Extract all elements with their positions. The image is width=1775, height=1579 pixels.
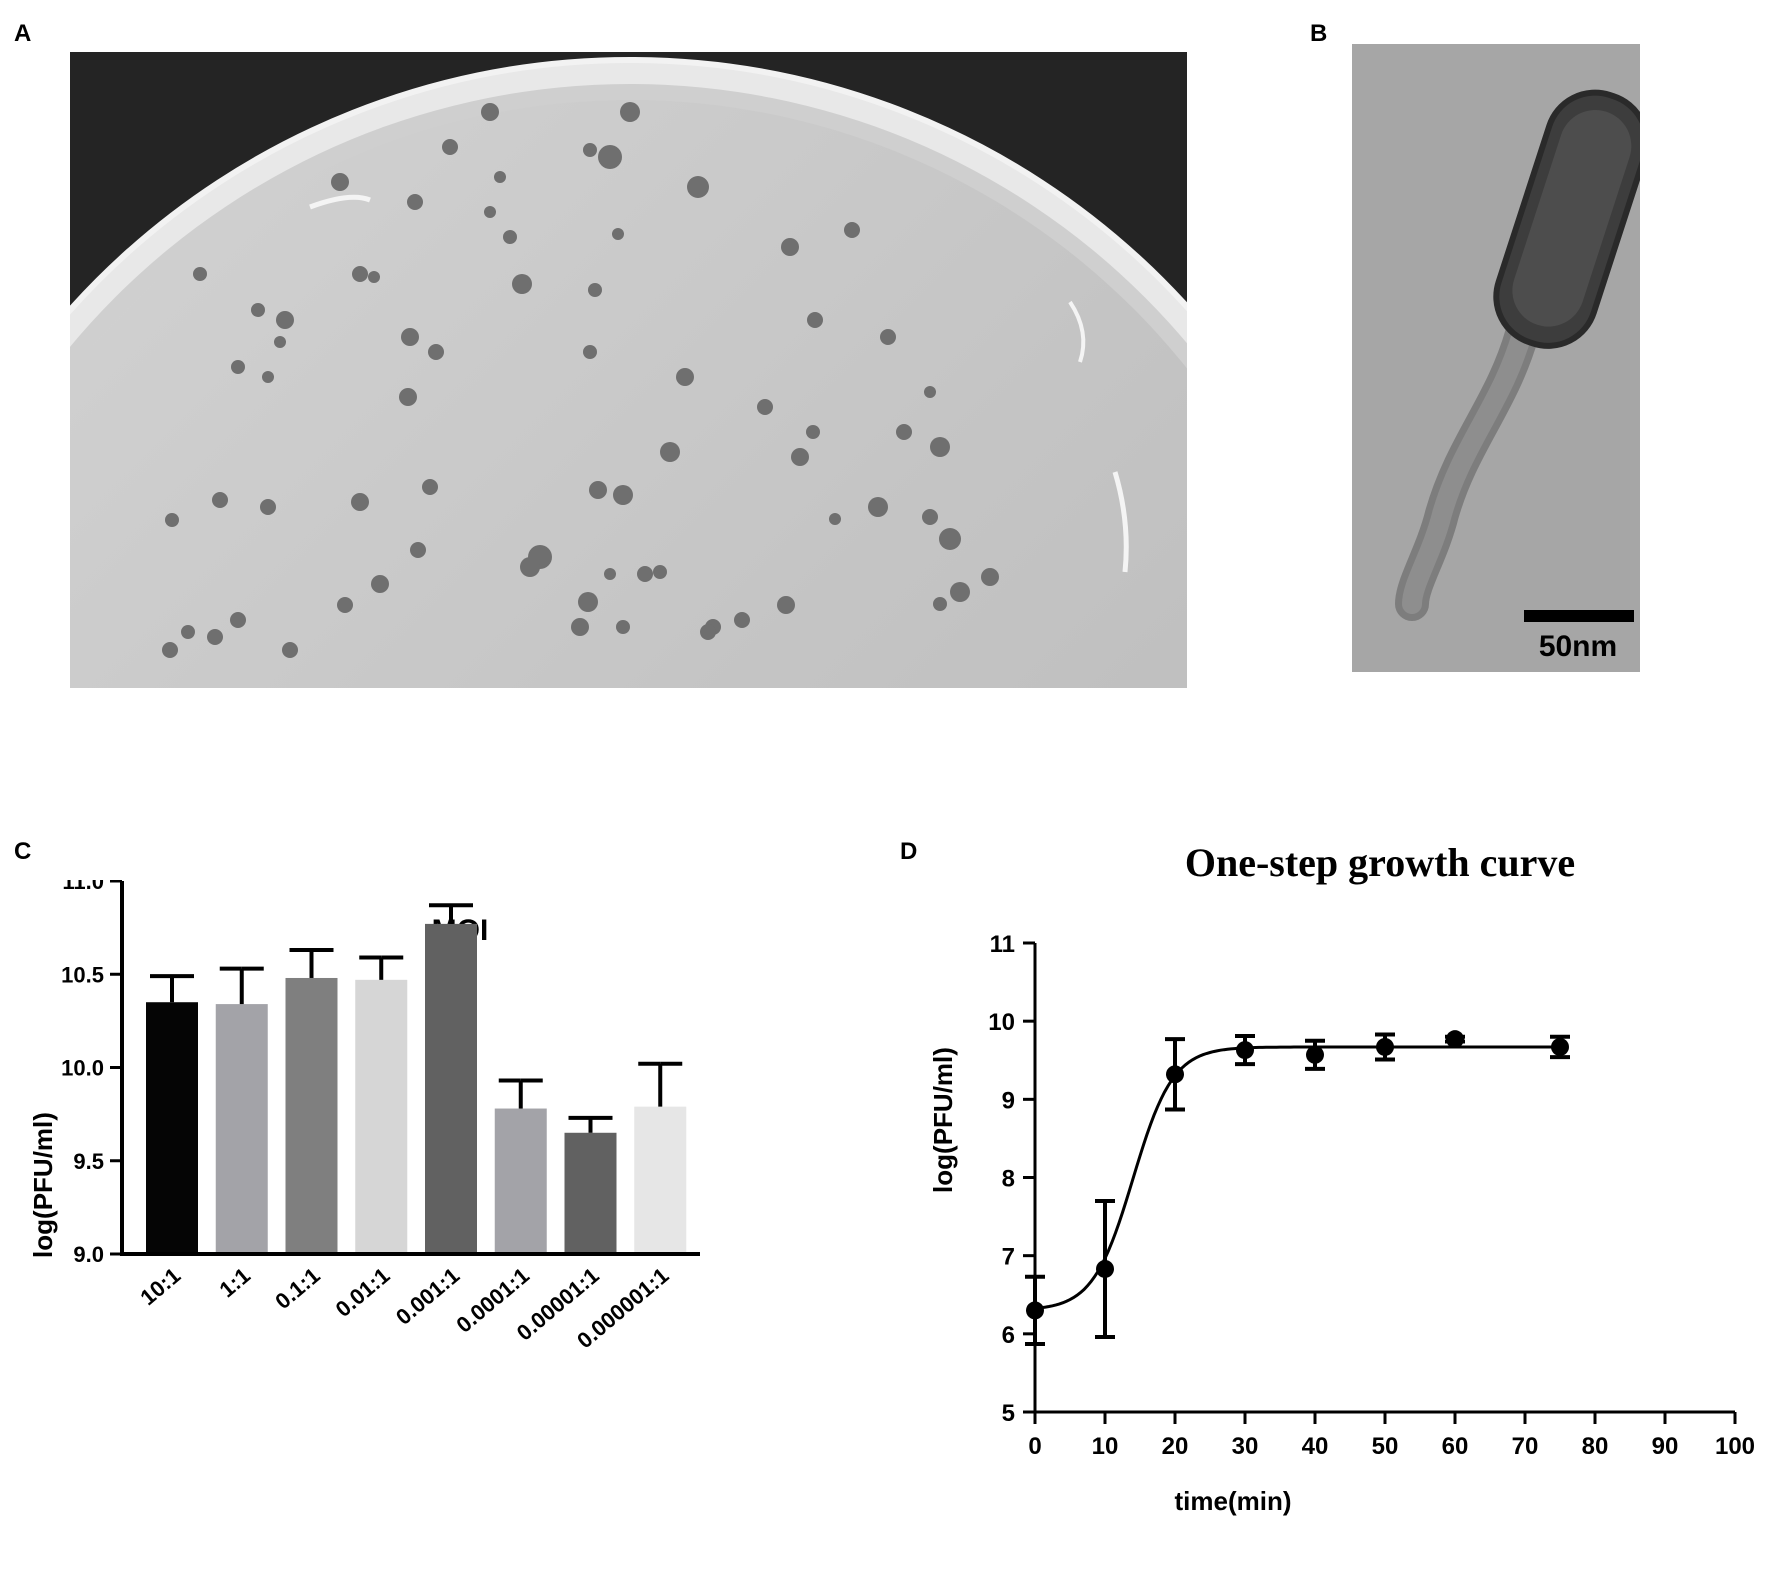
bar-4 — [425, 923, 477, 1254]
x-tick-label: 10:1 — [135, 1263, 185, 1310]
y-tick-label: 10.5 — [61, 962, 104, 987]
y-tick-label: 6 — [1002, 1322, 1015, 1349]
x-tick-label: 0.01:1 — [331, 1263, 395, 1322]
growth-curve-chart: One-step growth curve log(PFU/ml) time(m… — [928, 840, 1755, 1516]
bar-7 — [634, 1106, 687, 1254]
y-tick-label: 7 — [1002, 1244, 1015, 1271]
x-tick-label: 80 — [1582, 1433, 1609, 1460]
y-tick-label: 11 — [990, 931, 1015, 958]
y-tick-label: 5 — [1002, 1400, 1015, 1427]
y-tick-label: 9 — [1002, 1087, 1015, 1114]
y-tick-label: 10 — [988, 1009, 1015, 1036]
plaque-plate-photo — [70, 52, 1187, 688]
data-point-0 — [1026, 1301, 1044, 1320]
x-tick-label: 100 — [1715, 1433, 1755, 1460]
x-tick-label: 90 — [1652, 1433, 1679, 1460]
x-tick-label: 10 — [1092, 1433, 1119, 1460]
y-axis-label: log(PFU/ml) — [928, 1047, 958, 1193]
x-tick-label: 1:1 — [215, 1263, 255, 1303]
x-axis-label: time(min) — [1175, 1486, 1292, 1516]
bar-2 — [285, 977, 338, 1254]
chart-title: One-step growth curve — [1185, 840, 1575, 885]
data-point-5 — [1376, 1037, 1394, 1056]
x-tick-label: 50 — [1372, 1433, 1399, 1460]
data-point-1 — [1096, 1259, 1114, 1278]
data-point-7 — [1551, 1037, 1569, 1056]
tem-phage-image: 50nm — [1352, 44, 1640, 672]
bar-6 — [564, 1132, 617, 1254]
y-axis-label: log(PFU/ml) — [28, 1112, 58, 1258]
moi-bar-chart: MOI log(PFU/ml) 10:11:10.1:10.01:10.001:… — [28, 880, 700, 1353]
bar-5 — [494, 1108, 547, 1254]
x-tick-label: 20 — [1162, 1433, 1189, 1460]
panel-label-a: A — [14, 20, 32, 47]
data-point-2 — [1166, 1065, 1184, 1084]
x-tick-label: 70 — [1512, 1433, 1539, 1460]
y-tick-label: 9.5 — [73, 1149, 104, 1174]
bar-1 — [215, 1004, 268, 1254]
scale-bar — [1524, 610, 1634, 622]
panel-label-d: D — [900, 838, 918, 865]
y-tick-label: 8 — [1002, 1166, 1015, 1193]
panel-label-c: C — [14, 838, 32, 865]
x-tick-label: 0.1:1 — [270, 1263, 324, 1314]
data-point-6 — [1446, 1030, 1464, 1049]
data-point-3 — [1236, 1041, 1254, 1060]
bar-3 — [355, 979, 408, 1254]
x-tick-label: 40 — [1302, 1433, 1329, 1460]
panel-label-b: B — [1310, 20, 1328, 47]
y-tick-label: 11.0 — [62, 880, 104, 894]
bar-0 — [146, 1002, 198, 1254]
fit-curve — [1034, 1045, 1560, 1310]
scale-bar-label: 50nm — [1539, 630, 1617, 663]
x-tick-label: 30 — [1232, 1433, 1259, 1460]
data-point-4 — [1306, 1045, 1324, 1064]
y-tick-label: 9.0 — [73, 1242, 104, 1267]
x-tick-label: 0 — [1028, 1433, 1041, 1460]
x-tick-label: 60 — [1442, 1433, 1469, 1460]
y-tick-label: 10.0 — [61, 1056, 104, 1081]
